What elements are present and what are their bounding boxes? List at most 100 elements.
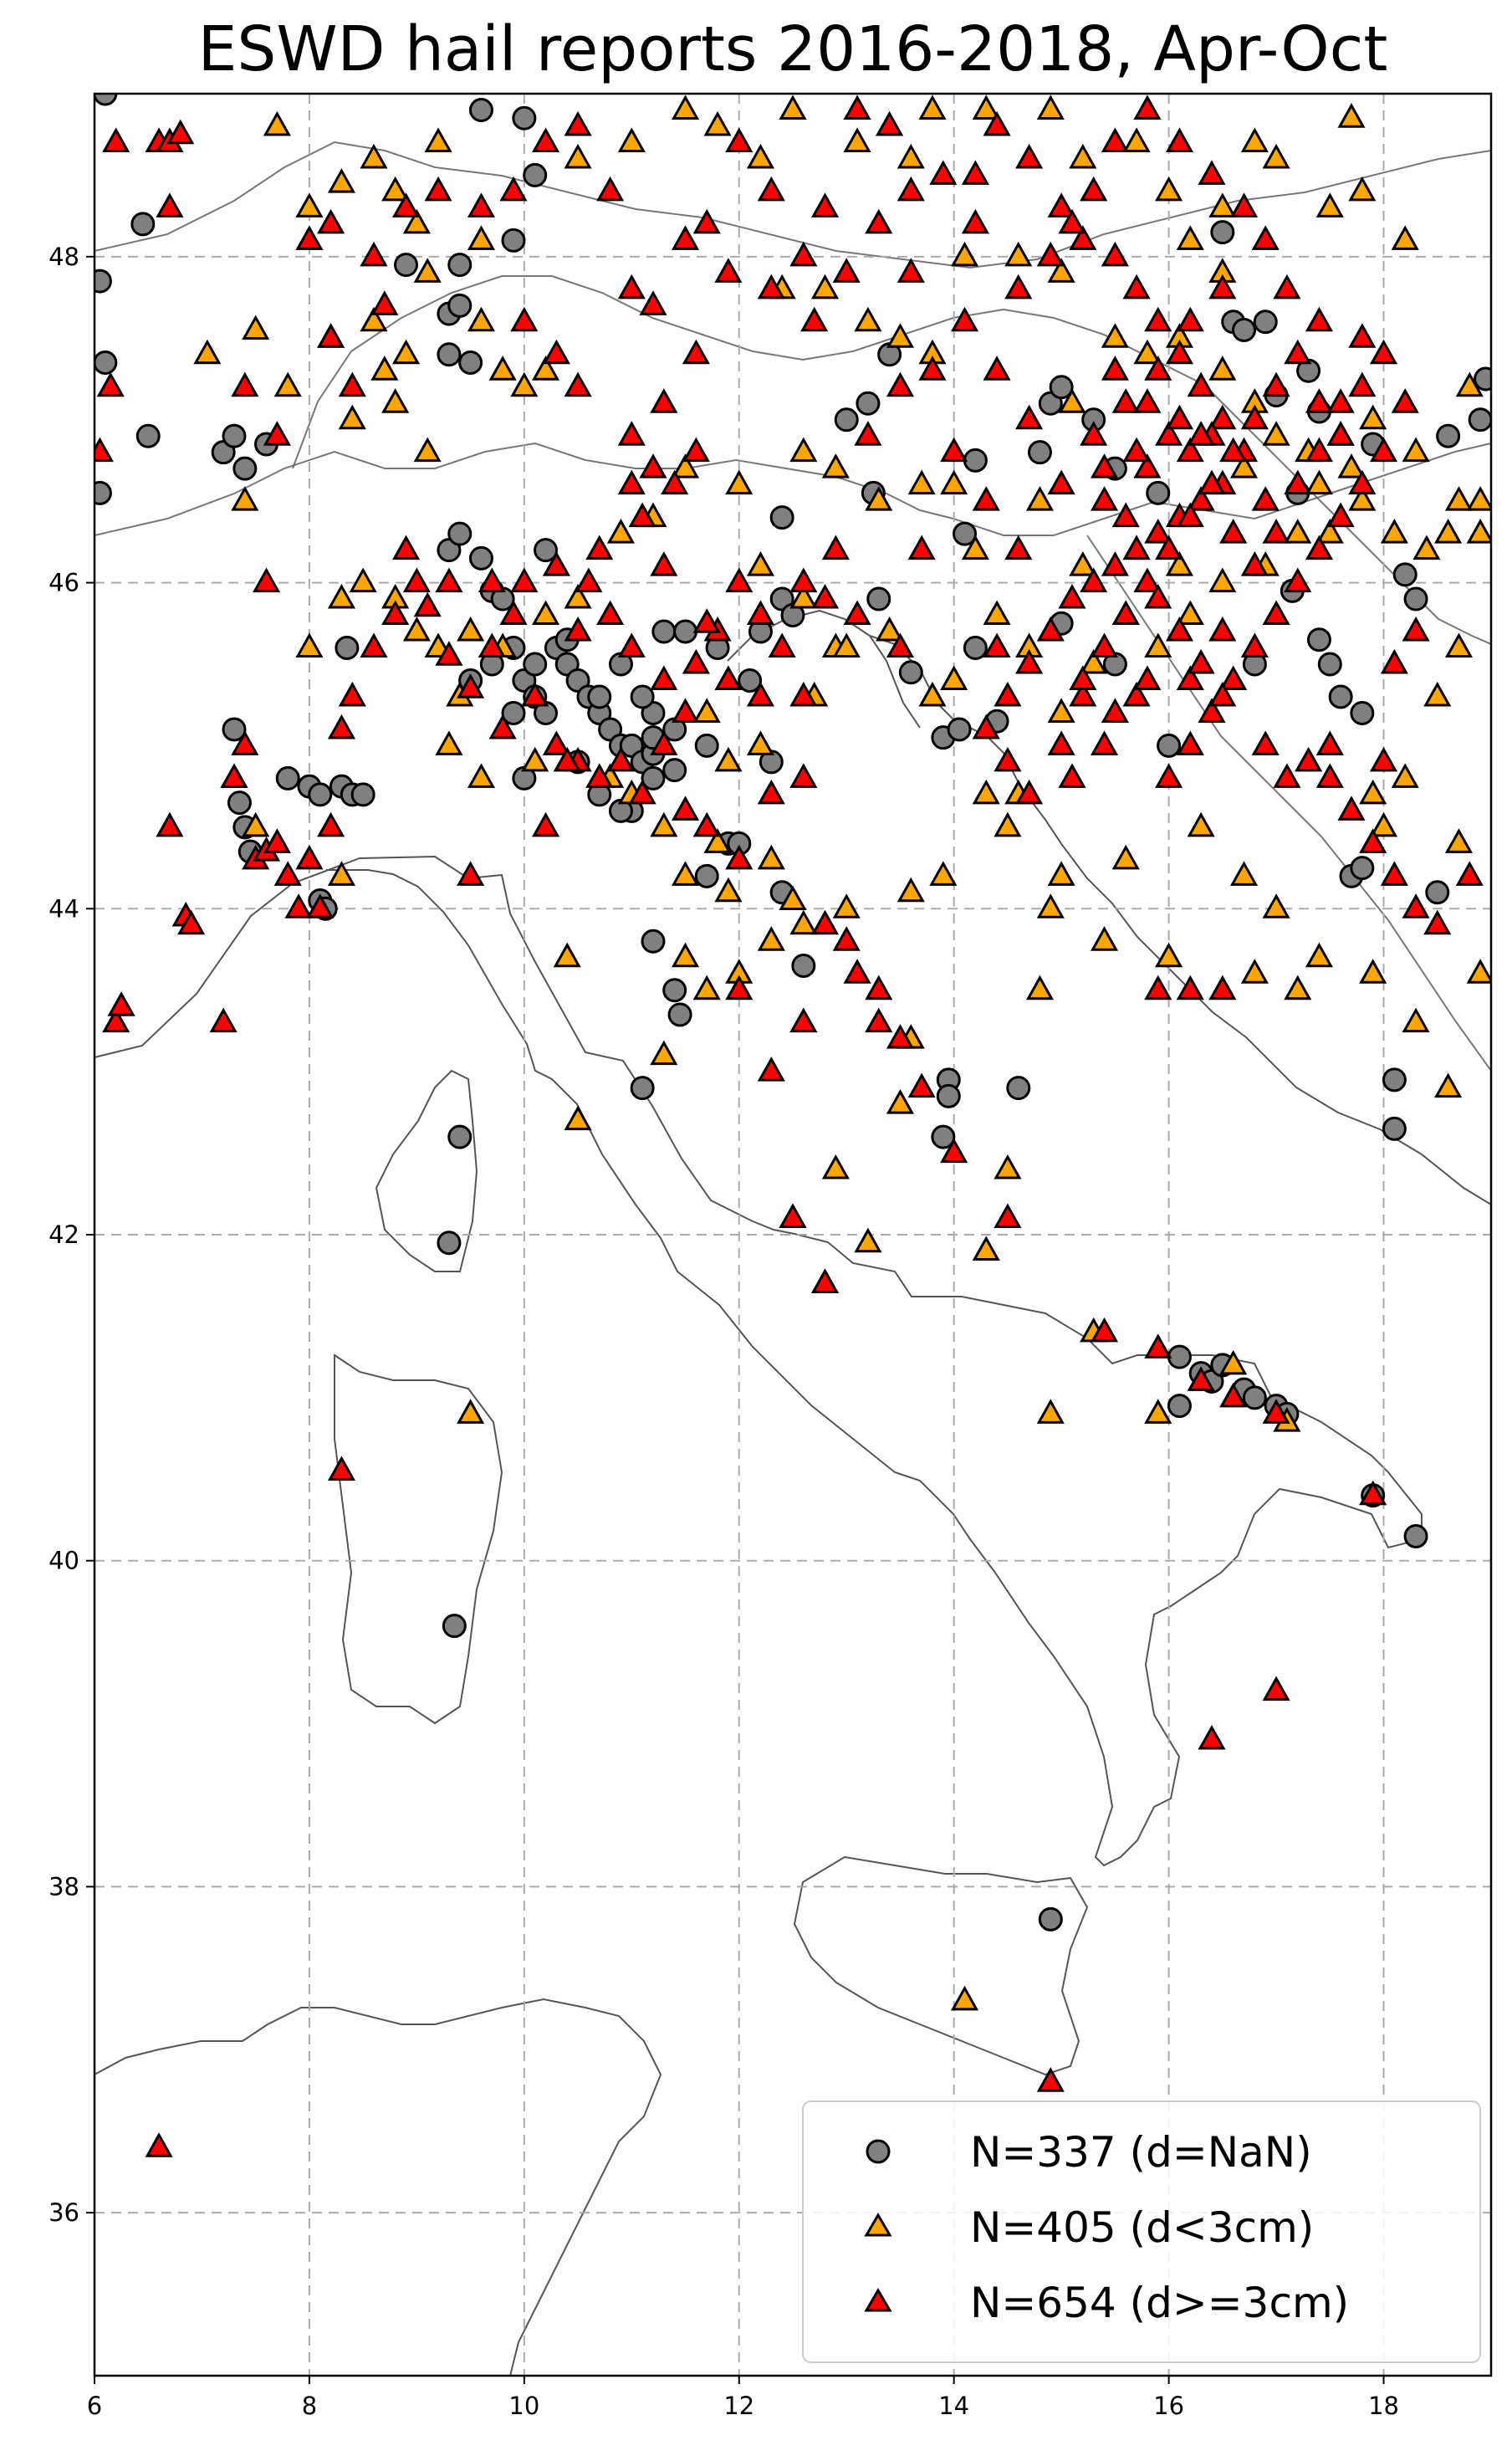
- hail-report-point-large: [1369, 437, 1398, 463]
- hail-report-point-large: [370, 290, 399, 315]
- hail-report-point-large: [1198, 698, 1226, 723]
- hail-report-point-large: [628, 779, 656, 805]
- hail-report-point-large: [1305, 388, 1334, 413]
- hail-report-point-large: [435, 641, 463, 666]
- hail-report-point-small: [671, 861, 700, 886]
- chart-title: ESWD hail reports 2016-2018, Apr-Oct: [198, 13, 1388, 85]
- corsica-coastline: [375, 1069, 478, 1272]
- hail-report-point-unknown-size: [447, 1124, 472, 1149]
- hail-report-point-large: [478, 567, 506, 593]
- hail-report-point-large: [1251, 225, 1280, 250]
- y-tick-label: 38: [49, 1872, 79, 1901]
- hail-report-point-large: [391, 535, 421, 560]
- hail-report-point-large: [1359, 1480, 1387, 1506]
- gridlines: [94, 94, 1491, 2376]
- hail-report-point-large: [1219, 437, 1248, 463]
- hail-report-point-large: [1380, 861, 1408, 886]
- hail-report-point-large: [542, 339, 570, 365]
- hail-report-point-large: [886, 1024, 915, 1049]
- hail-report-point-large: [1101, 698, 1129, 723]
- hail-report-point-large: [1315, 763, 1344, 788]
- hail-report-point-large: [1348, 371, 1377, 397]
- hail-report-point-unknown-size: [630, 1076, 655, 1101]
- hail-report-point-unknown-size: [1306, 627, 1331, 652]
- hail-report-point-small: [671, 942, 700, 968]
- hail-report-point-large: [1198, 469, 1226, 495]
- hail-report-point-large: [1090, 486, 1119, 511]
- country-borders-east: [1203, 384, 1491, 645]
- hail-report-point-unknown-size: [936, 1083, 961, 1108]
- hail-report-point-large: [886, 632, 915, 658]
- hail-report-point-large: [1090, 730, 1119, 755]
- hail-report-point-small: [789, 437, 818, 463]
- hail-report-point-unknown-size: [662, 758, 687, 783]
- hail-report-point-small: [617, 127, 646, 152]
- hail-report-point-large: [682, 648, 710, 674]
- hail-report-point-large: [692, 608, 721, 633]
- hail-report-point-small: [360, 143, 388, 169]
- hail-report-point-small: [381, 388, 410, 413]
- hail-report-point-small: [1434, 519, 1463, 544]
- hail-report-point-small: [821, 1154, 850, 1179]
- hail-report-point-small: [242, 315, 270, 340]
- hail-report-point-large: [413, 591, 442, 617]
- hail-report-point-large: [231, 371, 259, 397]
- hail-report-point-large: [606, 746, 636, 772]
- hail-report-point-small: [327, 583, 356, 609]
- hail-report-point-small: [488, 356, 517, 381]
- hail-report-point-large: [94, 437, 114, 463]
- hail-report-point-unknown-size: [947, 717, 972, 742]
- hail-report-point-small: [1069, 143, 1097, 169]
- hail-report-point-large: [671, 225, 700, 250]
- hail-report-point-small: [1466, 519, 1491, 544]
- hail-report-point-small: [1359, 779, 1387, 805]
- hail-report-point-large: [1111, 502, 1140, 528]
- hail-report-point-large: [671, 796, 700, 821]
- hail-report-point-large: [1305, 535, 1334, 560]
- hail-report-point-large: [1187, 421, 1215, 446]
- hail-report-point-large: [1369, 746, 1398, 772]
- hail-report-point-small: [1337, 453, 1366, 478]
- hail-report-point-small: [1380, 519, 1408, 544]
- hail-report-point-large: [1090, 632, 1119, 658]
- hail-report-point-large: [1262, 1399, 1290, 1424]
- hail-report-point-small: [263, 110, 291, 136]
- hail-report-point-small: [746, 551, 775, 576]
- hail-report-point-large: [682, 437, 710, 463]
- hail-report-point-small: [349, 567, 377, 593]
- hail-report-point-small: [972, 95, 1000, 120]
- hail-report-point-large: [499, 176, 528, 202]
- hail-report-point-large: [1015, 779, 1044, 805]
- hail-report-point-small: [1305, 942, 1334, 968]
- legend: N=337 (d=NaN) N=405 (d<3cm) N=654 (d>=3c…: [802, 2100, 1481, 2363]
- hail-report-point-small: [886, 323, 915, 348]
- hail-report-point-large: [896, 176, 925, 202]
- hail-report-point-small: [531, 356, 560, 381]
- hail-report-point-large: [531, 127, 560, 152]
- hail-report-point-small: [467, 225, 496, 250]
- hail-report-point-unknown-size: [437, 342, 462, 367]
- hail-report-point-small: [467, 306, 496, 332]
- hail-report-point-large: [1090, 453, 1119, 478]
- y-tick-label: 40: [49, 1547, 79, 1575]
- hail-report-point-small: [821, 453, 850, 478]
- hail-report-point-large: [832, 926, 861, 951]
- hail-report-point-large: [1187, 371, 1215, 397]
- hail-report-point-large: [1036, 2067, 1065, 2092]
- hail-report-point-large: [510, 567, 539, 593]
- hail-report-point-large: [564, 616, 592, 642]
- hail-report-point-large: [209, 1007, 238, 1033]
- x-tick-label: 12: [723, 2392, 754, 2420]
- hail-report-point-large: [1058, 208, 1086, 234]
- hail-report-point-large: [994, 1203, 1022, 1229]
- hail-report-point-large: [1058, 583, 1086, 609]
- legend-label-small: N=405 (d<3cm): [970, 2203, 1314, 2252]
- hail-report-point-small: [1187, 811, 1215, 837]
- country-borders-middle: [292, 275, 1205, 469]
- hail-report-point-unknown-size: [1027, 440, 1052, 465]
- hail-report-point-unknown-size: [350, 782, 375, 807]
- hail-report-point-large: [220, 763, 248, 788]
- hail-report-point-large: [1155, 421, 1183, 446]
- hail-report-point-small: [1047, 698, 1075, 723]
- hail-report-point-small: [994, 811, 1022, 837]
